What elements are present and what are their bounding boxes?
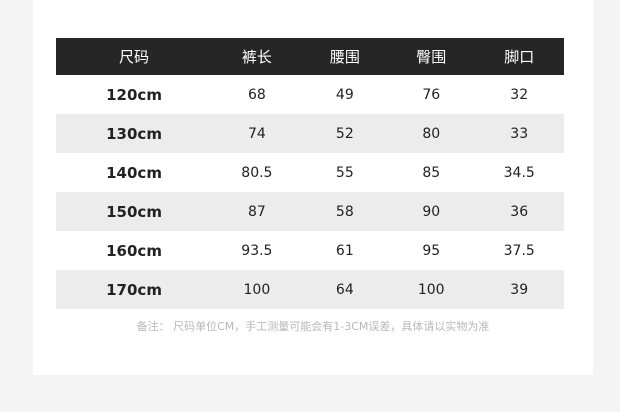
- table-row: 160cm 93.5 61 95 37.5: [56, 231, 564, 270]
- table-row: 140cm 80.5 55 85 34.5: [56, 153, 564, 192]
- table-row: 150cm 87 58 90 36: [56, 192, 564, 231]
- table-cell: 33: [474, 114, 564, 153]
- table-cell: 140cm: [106, 163, 162, 182]
- table-cell: 36: [474, 192, 564, 231]
- table-cell: 170cm: [56, 270, 213, 309]
- table-cell: 160cm: [106, 241, 162, 260]
- table-cell: 39: [474, 270, 564, 309]
- table-cell: 80: [388, 114, 475, 153]
- table-cell: 150cm: [56, 192, 213, 231]
- table-cell: 76: [422, 86, 441, 103]
- table-cell: 37.5: [503, 242, 535, 259]
- table-cell: 58: [301, 192, 389, 231]
- table-header: 尺码 裤长 腰围 臀围 脚口: [56, 38, 564, 75]
- table-cell: 93.5: [241, 242, 273, 259]
- table-cell: 100: [212, 270, 302, 309]
- table-row: 130cm 74 52 80 33: [56, 114, 564, 153]
- note-text: 备注： 尺码单位CM，手工测量可能会有1-3CM误差，具体请以实物为准: [136, 320, 490, 333]
- table-cell: 100: [388, 270, 475, 309]
- header-hem: 脚口: [474, 38, 564, 75]
- table-cell: 34.5: [503, 164, 535, 181]
- table-cell: 85: [422, 164, 441, 181]
- table-cell: 52: [301, 114, 389, 153]
- table-row: 170cm 100 64 100 39: [56, 270, 564, 309]
- table-cell: 64: [301, 270, 389, 309]
- table-cell: 49: [335, 86, 354, 103]
- table-cell: 55: [335, 164, 354, 181]
- header-hip: 臀围: [388, 38, 475, 75]
- table-row: 120cm 68 49 76 32: [56, 75, 564, 114]
- table-cell: 32: [510, 86, 529, 103]
- size-chart-card: 尺码 裤长 腰围 臀围 脚口 120cm 68 49 76 32 130cm 74 52 80 3…: [33, 0, 593, 375]
- size-table: 尺码 裤长 腰围 臀围 脚口 120cm 68 49 76 32 130cm 74 52 80 3…: [56, 38, 564, 309]
- header-waist: 腰围: [301, 38, 389, 75]
- table-cell: 74: [212, 114, 302, 153]
- table-cell: 130cm: [56, 114, 213, 153]
- table-cell: 90: [388, 192, 475, 231]
- table-cell: 95: [422, 242, 441, 259]
- header-size: 尺码: [56, 38, 213, 75]
- header-length: 裤长: [212, 38, 302, 75]
- table-cell: 61: [335, 242, 354, 259]
- table-cell: 68: [247, 86, 266, 103]
- table-cell: 120cm: [106, 85, 162, 104]
- table-cell: 80.5: [241, 164, 273, 181]
- table-cell: 87: [212, 192, 302, 231]
